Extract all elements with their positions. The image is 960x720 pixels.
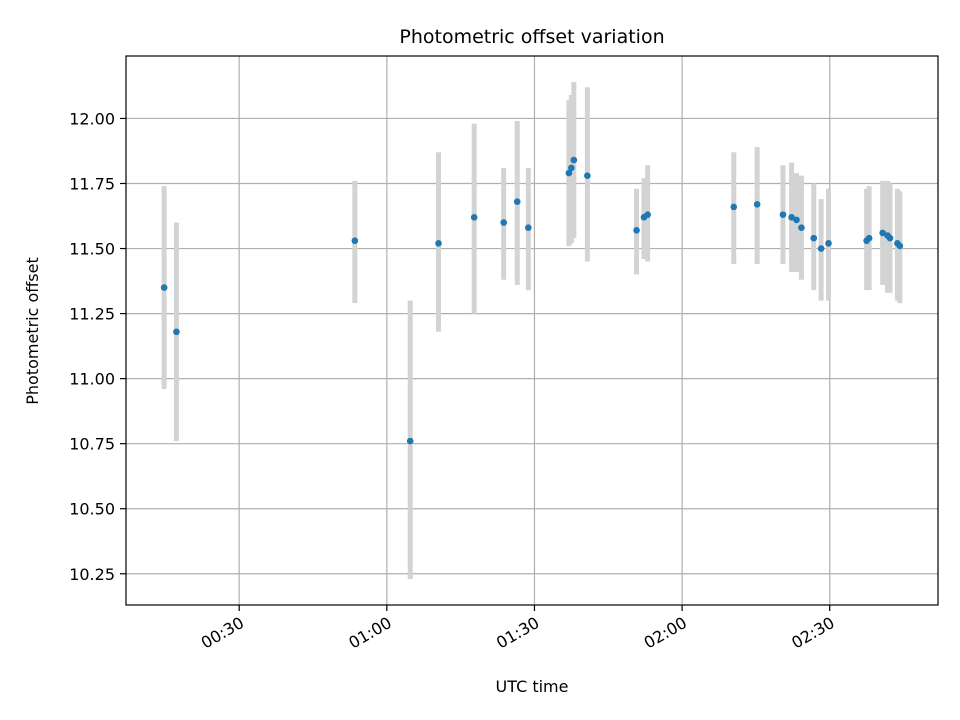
y-tick-label: 11.50 [69, 240, 115, 259]
chart-title: Photometric offset variation [399, 26, 664, 48]
data-point [865, 234, 873, 242]
y-tick-label: 11.25 [69, 305, 115, 324]
data-point [825, 240, 832, 247]
data-point [896, 242, 904, 250]
data-point [513, 198, 521, 206]
data-point [570, 156, 578, 164]
data-point [173, 328, 180, 336]
data-point [500, 219, 508, 226]
data-point [565, 169, 573, 177]
data-point [779, 211, 787, 219]
data-point [633, 227, 640, 234]
data-point [351, 237, 359, 245]
y-tick-label: 11.75 [69, 174, 115, 193]
plot-area-frame [125, 55, 939, 606]
data-point [568, 164, 575, 172]
data-point [406, 437, 414, 445]
data-point [753, 201, 761, 208]
x-axis-label: UTC time [496, 677, 569, 696]
y-tick-label: 11.00 [69, 370, 115, 389]
data-point [730, 203, 738, 211]
data-point [788, 214, 795, 221]
y-axis-label: Photometric offset [23, 257, 42, 405]
y-tick-label: 12.00 [69, 109, 115, 128]
data-points [160, 156, 904, 445]
data-point [879, 229, 886, 237]
y-tick-label: 10.50 [69, 500, 115, 519]
y-tick-label: 10.75 [69, 435, 115, 454]
y-tick-label: 10.25 [69, 565, 115, 584]
grid-lines [126, 56, 938, 605]
data-point [793, 216, 800, 224]
data-point [817, 245, 825, 252]
data-point [644, 211, 651, 219]
data-point [798, 224, 805, 232]
data-point [525, 224, 532, 232]
data-point [470, 214, 478, 221]
data-point [435, 240, 442, 247]
data-point [886, 234, 894, 242]
data-point [584, 172, 591, 179]
data-point [810, 234, 818, 242]
data-point [160, 284, 168, 291]
